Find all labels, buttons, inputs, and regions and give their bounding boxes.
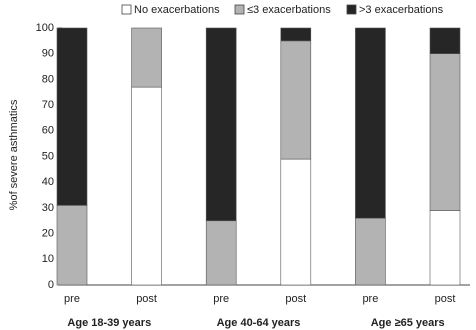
bar-segment: [56, 27, 88, 206]
x-tick-label: post: [285, 293, 306, 305]
x-tick-label: pre: [64, 293, 80, 305]
y-tick-label: 10: [42, 253, 54, 265]
y-tick-label: 50: [42, 150, 54, 162]
bar-segment: [429, 210, 461, 286]
bar-segment: [131, 86, 162, 286]
legend-label: No exacerbations: [134, 4, 220, 16]
x-tick-label: post: [435, 293, 456, 305]
legend-swatch: [346, 4, 357, 15]
y-tick-label: 60: [42, 125, 54, 137]
legend-swatch: [234, 4, 245, 15]
legend-label: ≤3 exacerbations: [247, 4, 331, 16]
bar-segment: [131, 27, 162, 88]
bar-segment: [355, 27, 386, 219]
x-tick-label: pre: [213, 293, 229, 305]
bar-segment: [429, 53, 461, 211]
y-tick-label: 90: [42, 48, 54, 60]
group-label: Age ≥65 years: [371, 317, 445, 329]
bar-segment: [56, 205, 88, 286]
bar-segment: [280, 158, 312, 286]
x-tick-label: post: [136, 293, 157, 305]
bar-segment: [280, 40, 312, 160]
y-tick-label: 70: [42, 99, 54, 111]
bar-segment: [205, 27, 237, 222]
y-tick-label: 30: [42, 202, 54, 214]
bar-segment: [205, 220, 237, 286]
y-tick-label: 0: [48, 279, 54, 291]
legend-label: >3 exacerbations: [359, 4, 444, 16]
bar-segment: [280, 27, 312, 42]
group-label: Age 40-64 years: [217, 317, 301, 329]
bar-segment: [429, 27, 461, 55]
x-tick-label: pre: [362, 293, 378, 305]
y-tick-label: 80: [42, 73, 54, 85]
y-tick-label: 40: [42, 176, 54, 188]
y-axis-title: %of severe asthmatics: [8, 99, 20, 210]
legend-swatch: [121, 4, 132, 15]
y-tick-label: 100: [36, 22, 54, 34]
bar-segment: [355, 217, 386, 286]
group-label: Age 18-39 years: [67, 317, 151, 329]
y-tick-label: 20: [42, 228, 54, 240]
